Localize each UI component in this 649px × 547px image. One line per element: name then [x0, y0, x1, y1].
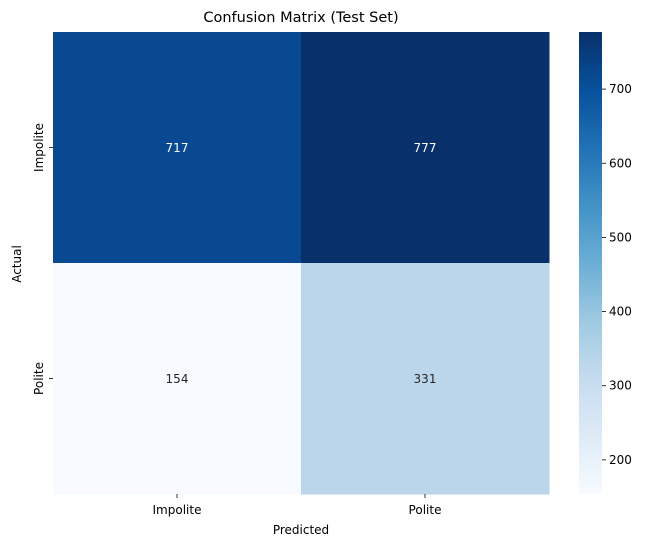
y-axis-label: Actual [10, 245, 24, 283]
colorbar-tick-label: 200 [609, 453, 632, 467]
colorbar [579, 32, 602, 494]
x-axis: Impolite Polite [153, 494, 442, 517]
cell-value-label: 777 [414, 141, 437, 155]
colorbar-tick-label: 400 [609, 305, 632, 319]
cell-value-label: 331 [414, 372, 437, 386]
colorbar-tick-label: 300 [609, 379, 632, 393]
chart-title: Confusion Matrix (Test Set) [203, 10, 398, 26]
cell-value-label: 154 [166, 372, 189, 386]
y-axis: Impolite Polite [32, 123, 53, 395]
y-tick-label: Impolite [32, 123, 46, 172]
colorbar-ticks: 200 300 400 500 600 700 [602, 82, 632, 467]
x-axis-label: Predicted [273, 523, 329, 537]
colorbar-tick-label: 600 [609, 156, 632, 170]
heatmap-cell [301, 263, 550, 495]
heatmap-cell [53, 263, 302, 495]
heatmap-cell [301, 32, 550, 264]
colorbar-tick-label: 500 [609, 230, 632, 244]
heatmap-cells: 717 777 154 331 [53, 32, 550, 495]
cell-value-label: 717 [166, 141, 189, 155]
y-tick-label: Polite [32, 362, 46, 395]
x-tick-label: Impolite [153, 503, 202, 517]
heatmap-cell [53, 32, 302, 264]
x-tick-label: Polite [409, 503, 442, 517]
colorbar-tick-label: 700 [609, 82, 632, 96]
